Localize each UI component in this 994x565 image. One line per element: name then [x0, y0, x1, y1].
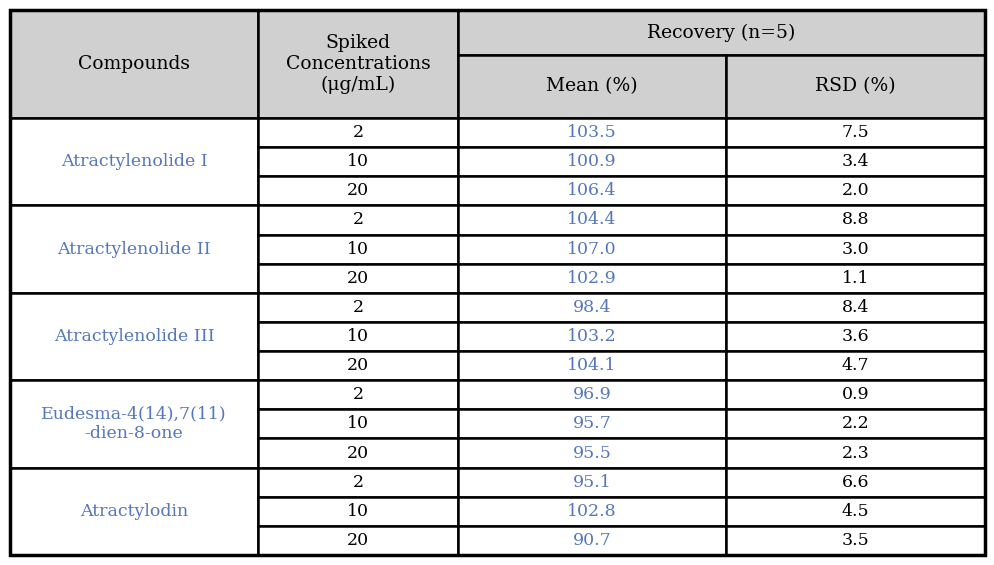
Bar — [726, 293, 984, 322]
Bar — [726, 438, 984, 468]
Text: 8.8: 8.8 — [841, 211, 869, 228]
Text: 20: 20 — [347, 270, 369, 286]
Bar — [457, 10, 984, 55]
Bar — [726, 118, 984, 147]
Bar — [457, 438, 726, 468]
Text: 95.7: 95.7 — [572, 415, 611, 432]
Bar — [457, 55, 726, 118]
Bar — [457, 322, 726, 351]
Bar — [726, 468, 984, 497]
Text: 102.9: 102.9 — [567, 270, 616, 286]
Bar — [257, 438, 457, 468]
Text: 107.0: 107.0 — [567, 241, 616, 258]
Text: 6.6: 6.6 — [841, 473, 869, 490]
Bar — [257, 147, 457, 176]
Bar — [457, 176, 726, 206]
Text: 4.5: 4.5 — [841, 503, 869, 520]
Text: 4.7: 4.7 — [841, 357, 869, 374]
Bar — [457, 351, 726, 380]
Bar — [457, 380, 726, 409]
Bar — [726, 497, 984, 526]
Text: 2: 2 — [352, 473, 363, 490]
Bar — [257, 497, 457, 526]
Text: Eudesma-4(14),7(11)
-dien-8-one: Eudesma-4(14),7(11) -dien-8-one — [41, 406, 227, 442]
Text: 10: 10 — [347, 153, 369, 170]
Bar — [10, 118, 257, 206]
Text: Compounds: Compounds — [78, 55, 190, 73]
Text: 20: 20 — [347, 532, 369, 549]
Bar — [457, 264, 726, 293]
Text: 2.2: 2.2 — [841, 415, 869, 432]
Text: 8.4: 8.4 — [841, 299, 869, 316]
Text: 3.0: 3.0 — [841, 241, 869, 258]
Bar — [257, 118, 457, 147]
Text: 100.9: 100.9 — [567, 153, 616, 170]
Bar — [457, 409, 726, 438]
Text: 95.5: 95.5 — [572, 445, 611, 462]
Bar — [257, 322, 457, 351]
Text: 90.7: 90.7 — [573, 532, 610, 549]
Bar — [726, 322, 984, 351]
Bar — [257, 176, 457, 206]
Text: 20: 20 — [347, 182, 369, 199]
Bar — [726, 55, 984, 118]
Text: Atractylodin: Atractylodin — [80, 503, 188, 520]
Bar — [726, 147, 984, 176]
Text: 2.3: 2.3 — [841, 445, 869, 462]
Text: 2: 2 — [352, 299, 363, 316]
Text: 3.4: 3.4 — [841, 153, 869, 170]
Bar — [457, 147, 726, 176]
Text: 2: 2 — [352, 386, 363, 403]
Bar — [726, 234, 984, 264]
Bar — [257, 234, 457, 264]
Text: 3.6: 3.6 — [841, 328, 869, 345]
Text: 10: 10 — [347, 415, 369, 432]
Text: 103.2: 103.2 — [567, 328, 616, 345]
Bar — [457, 206, 726, 234]
Text: 104.4: 104.4 — [567, 211, 616, 228]
Bar — [457, 497, 726, 526]
Bar — [457, 234, 726, 264]
Text: 10: 10 — [347, 503, 369, 520]
Bar — [10, 468, 257, 555]
Text: 1.1: 1.1 — [841, 270, 869, 286]
Text: Mean (%): Mean (%) — [546, 77, 637, 95]
Bar — [10, 380, 257, 468]
Text: 103.5: 103.5 — [567, 124, 616, 141]
Text: Spiked
Concentrations
(μg/mL): Spiked Concentrations (μg/mL) — [285, 34, 430, 94]
Text: 10: 10 — [347, 241, 369, 258]
Bar — [257, 293, 457, 322]
Text: 20: 20 — [347, 445, 369, 462]
Bar — [257, 526, 457, 555]
Bar — [257, 351, 457, 380]
Text: Atractylenolide III: Atractylenolide III — [54, 328, 214, 345]
Bar — [726, 176, 984, 206]
Bar — [257, 264, 457, 293]
Text: 102.8: 102.8 — [567, 503, 616, 520]
Bar — [726, 380, 984, 409]
Text: 104.1: 104.1 — [567, 357, 616, 374]
Bar — [457, 293, 726, 322]
Text: Atractylenolide I: Atractylenolide I — [61, 153, 207, 170]
Text: 20: 20 — [347, 357, 369, 374]
Text: 106.4: 106.4 — [567, 182, 616, 199]
Text: 3.5: 3.5 — [841, 532, 869, 549]
Text: 2.0: 2.0 — [841, 182, 869, 199]
Bar — [726, 526, 984, 555]
Bar — [10, 10, 257, 118]
Text: 95.1: 95.1 — [573, 473, 610, 490]
Bar — [726, 351, 984, 380]
Bar — [457, 118, 726, 147]
Bar — [10, 206, 257, 293]
Bar — [257, 206, 457, 234]
Text: Recovery (n=5): Recovery (n=5) — [647, 23, 795, 42]
Text: Atractylenolide II: Atractylenolide II — [57, 241, 211, 258]
Text: 98.4: 98.4 — [573, 299, 610, 316]
Bar — [257, 409, 457, 438]
Bar — [726, 264, 984, 293]
Bar — [726, 206, 984, 234]
Bar — [726, 409, 984, 438]
Text: RSD (%): RSD (%) — [814, 77, 895, 95]
Bar — [257, 468, 457, 497]
Text: 0.9: 0.9 — [841, 386, 869, 403]
